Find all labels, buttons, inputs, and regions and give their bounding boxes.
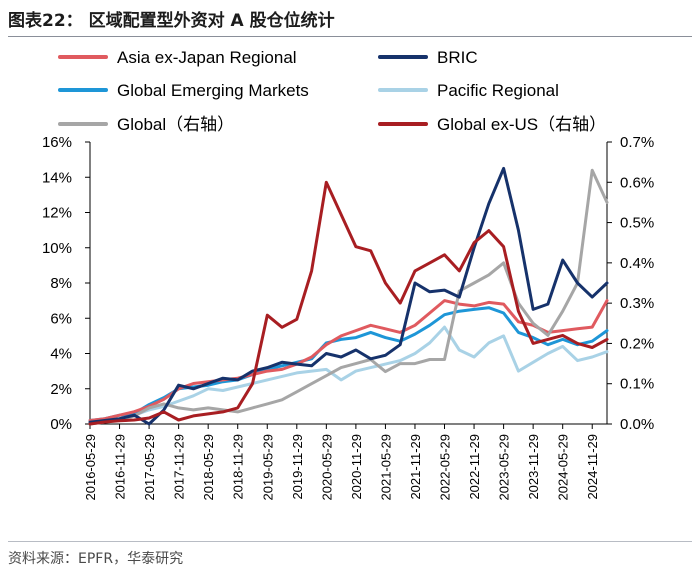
left-tick-label: 14% xyxy=(42,169,72,186)
x-tick-label: 2023-05-29 xyxy=(497,434,512,501)
left-tick-label: 16% xyxy=(42,134,72,151)
right-tick-label: 0.0% xyxy=(620,416,654,433)
right-tick-label: 0.5% xyxy=(620,215,654,232)
title-divider xyxy=(8,36,692,37)
x-tick-label: 2024-11-29 xyxy=(585,434,600,500)
left-tick-label: 0% xyxy=(50,416,72,433)
x-tick-label: 2017-11-29 xyxy=(172,434,187,500)
series-line-2 xyxy=(88,166,609,426)
legend-label: Asia ex-Japan Regional xyxy=(117,48,297,67)
right-tick-label: 0.4% xyxy=(620,255,654,272)
legend-label: Global Emerging Markets xyxy=(117,81,309,100)
x-tick-label: 2023-11-29 xyxy=(526,434,541,500)
x-tick-label: 2021-11-29 xyxy=(408,434,423,500)
x-tick-label: 2016-05-29 xyxy=(83,434,98,501)
chart-area: Asia ex-Japan Regional BRIC Global Emergin… xyxy=(42,48,654,501)
left-tick-label: 4% xyxy=(50,346,72,363)
chart-title: 图表22： 区域配置型外资对 A 股仓位统计 xyxy=(8,11,335,31)
x-tick-label: 2018-05-29 xyxy=(201,434,216,501)
series-line-5 xyxy=(88,168,609,426)
source-note: 资料来源：EPFR，华泰研究 xyxy=(8,551,184,567)
left-tick-label: 6% xyxy=(50,310,72,327)
left-tick-label: 10% xyxy=(42,240,72,257)
right-tick-label: 0.3% xyxy=(620,295,654,312)
axes: 0% 2% 4% 6% 8% 10% 12% 14% 16% 0.0% 0.1% 0.2% 0.3% 0.… xyxy=(42,134,654,501)
left-tick-label: 12% xyxy=(42,205,72,222)
legend-label: Global（右轴） xyxy=(117,115,234,134)
x-tick-label: 2022-11-29 xyxy=(467,434,482,500)
left-tick-label: 8% xyxy=(50,275,72,292)
series-line-6 xyxy=(88,180,609,426)
legend-label: Pacific Regional xyxy=(437,81,559,100)
left-tick-label: 2% xyxy=(50,381,72,398)
series-layer xyxy=(88,166,609,426)
right-tick-label: 0.1% xyxy=(620,376,654,393)
x-tick-label: 2017-05-29 xyxy=(142,434,157,501)
x-tick-label: 2024-05-29 xyxy=(556,434,571,501)
x-tick-label: 2020-11-29 xyxy=(349,434,364,500)
right-tick-label: 0.7% xyxy=(620,134,654,151)
x-tick-label: 2021-05-29 xyxy=(378,434,393,501)
x-tick-label: 2020-05-29 xyxy=(319,434,334,501)
x-tick-label: 2022-05-29 xyxy=(438,434,453,501)
x-tick-label: 2018-11-29 xyxy=(231,434,246,500)
right-tick-label: 0.6% xyxy=(620,174,654,191)
right-tick-label: 0.2% xyxy=(620,335,654,352)
legend-label: BRIC xyxy=(437,48,478,67)
x-tick-label: 2019-11-29 xyxy=(290,434,305,500)
footer-divider xyxy=(8,541,692,542)
legend-label: Global ex-US（右轴） xyxy=(437,115,606,134)
series-line-4 xyxy=(88,325,609,424)
x-tick-label: 2016-11-29 xyxy=(113,434,128,500)
x-tick-label: 2019-05-29 xyxy=(260,434,275,501)
legend: Asia ex-Japan Regional BRIC Global Emergin… xyxy=(58,48,606,134)
